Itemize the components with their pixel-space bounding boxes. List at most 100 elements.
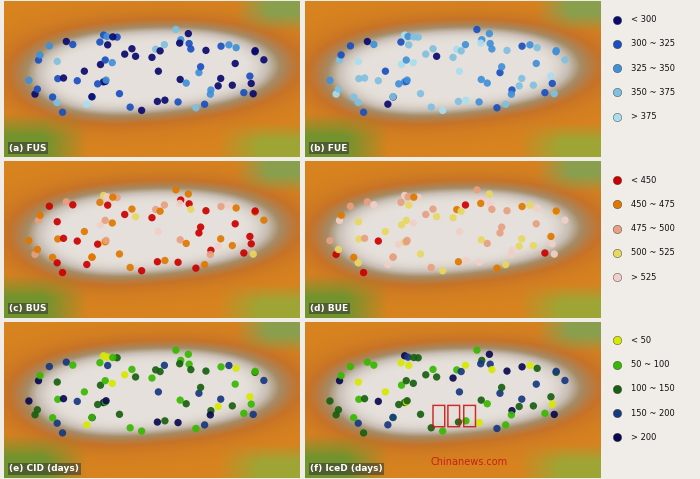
Point [146, 374, 158, 382]
Point [506, 247, 517, 254]
Point [170, 186, 181, 194]
Point [359, 74, 370, 82]
Point [258, 56, 270, 64]
Point [500, 101, 511, 108]
Point [547, 80, 558, 87]
Point [484, 40, 496, 47]
Point [190, 264, 202, 272]
Text: 325 ~ 350: 325 ~ 350 [631, 64, 675, 73]
Point [216, 42, 227, 50]
Point [98, 192, 109, 199]
Point [353, 57, 364, 65]
Point [29, 90, 41, 98]
Point [611, 176, 622, 184]
Point [111, 354, 122, 362]
Point [106, 59, 118, 67]
Point [94, 38, 106, 46]
Point [107, 194, 118, 201]
Point [354, 235, 365, 243]
Point [155, 47, 166, 55]
Text: (d) BUE: (d) BUE [311, 304, 349, 313]
Point [136, 267, 147, 274]
Point [506, 407, 517, 414]
Point [57, 108, 68, 116]
Point [227, 81, 238, 89]
Point [102, 41, 113, 49]
Point [61, 198, 72, 205]
Point [399, 239, 410, 246]
Point [407, 59, 419, 67]
Point [95, 61, 106, 68]
Point [408, 33, 419, 41]
Point [119, 50, 130, 58]
Point [170, 346, 181, 354]
Point [348, 414, 359, 422]
Point [407, 379, 419, 387]
Point [611, 40, 622, 48]
Point [125, 424, 136, 432]
Point [153, 68, 164, 75]
Point [475, 396, 486, 404]
Point [205, 86, 216, 94]
Point [611, 89, 622, 96]
Point [506, 86, 517, 94]
Point [174, 39, 186, 47]
Point [79, 68, 90, 75]
Point [183, 30, 194, 37]
Point [486, 45, 498, 53]
Point [486, 205, 498, 213]
Text: (c) BUS: (c) BUS [9, 304, 47, 313]
Point [67, 361, 78, 369]
Point [426, 103, 437, 111]
Point [475, 200, 486, 207]
Point [334, 56, 345, 64]
Point [420, 50, 431, 58]
Point [155, 207, 166, 215]
Point [611, 113, 622, 121]
Point [174, 360, 186, 367]
Point [47, 414, 58, 422]
Point [150, 205, 161, 213]
Point [114, 90, 125, 98]
Point [160, 257, 171, 264]
Point [431, 373, 442, 381]
Point [47, 253, 58, 261]
Point [23, 397, 34, 405]
Point [611, 337, 622, 344]
Point [412, 354, 423, 362]
Point [491, 104, 503, 112]
Point [545, 233, 557, 240]
Point [524, 201, 536, 209]
Point [382, 261, 393, 268]
Point [353, 218, 364, 226]
Point [94, 359, 106, 366]
Text: 100 ~ 150: 100 ~ 150 [631, 384, 675, 393]
Point [473, 259, 484, 266]
Point [393, 80, 405, 88]
Point [353, 259, 364, 267]
Point [193, 69, 204, 77]
Point [494, 69, 505, 77]
Point [32, 85, 43, 93]
Point [345, 363, 356, 370]
Point [358, 269, 369, 276]
Point [550, 368, 561, 376]
Point [399, 352, 410, 360]
Point [549, 411, 560, 418]
Point [101, 76, 112, 84]
Point [52, 396, 64, 403]
Point [238, 249, 249, 257]
Point [98, 31, 109, 39]
Point [244, 72, 256, 80]
Point [387, 413, 398, 421]
Point [250, 207, 261, 215]
Point [368, 361, 379, 369]
Point [611, 249, 622, 257]
Point [428, 205, 439, 213]
Point [388, 253, 399, 261]
Point [476, 36, 487, 44]
Point [258, 217, 270, 224]
Point [500, 261, 511, 268]
Point [199, 101, 210, 108]
Point [330, 411, 342, 419]
